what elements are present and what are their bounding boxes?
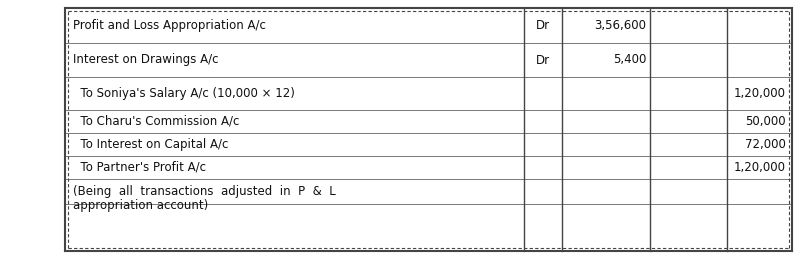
Text: To Interest on Capital A/c: To Interest on Capital A/c — [73, 138, 228, 151]
Text: 50,000: 50,000 — [746, 115, 786, 128]
Text: (Being  all  transactions  adjusted  in  P  &  L: (Being all transactions adjusted in P & … — [73, 184, 336, 198]
Text: To Charu's Commission A/c: To Charu's Commission A/c — [73, 115, 239, 128]
Text: 1,20,000: 1,20,000 — [734, 161, 786, 174]
Text: Dr: Dr — [536, 54, 550, 67]
Text: To Soniya's Salary A/c (10,000 × 12): To Soniya's Salary A/c (10,000 × 12) — [73, 87, 295, 100]
Text: 5,400: 5,400 — [613, 54, 646, 67]
Text: Interest on Drawings A/c: Interest on Drawings A/c — [73, 54, 219, 67]
Text: Dr: Dr — [536, 19, 550, 32]
Text: 72,000: 72,000 — [745, 138, 786, 151]
Text: To Partner's Profit A/c: To Partner's Profit A/c — [73, 161, 206, 174]
Text: 3,56,600: 3,56,600 — [594, 19, 646, 32]
Text: 1,20,000: 1,20,000 — [734, 87, 786, 100]
Text: Profit and Loss Appropriation A/c: Profit and Loss Appropriation A/c — [73, 19, 266, 32]
Text: appropriation account): appropriation account) — [73, 198, 208, 212]
